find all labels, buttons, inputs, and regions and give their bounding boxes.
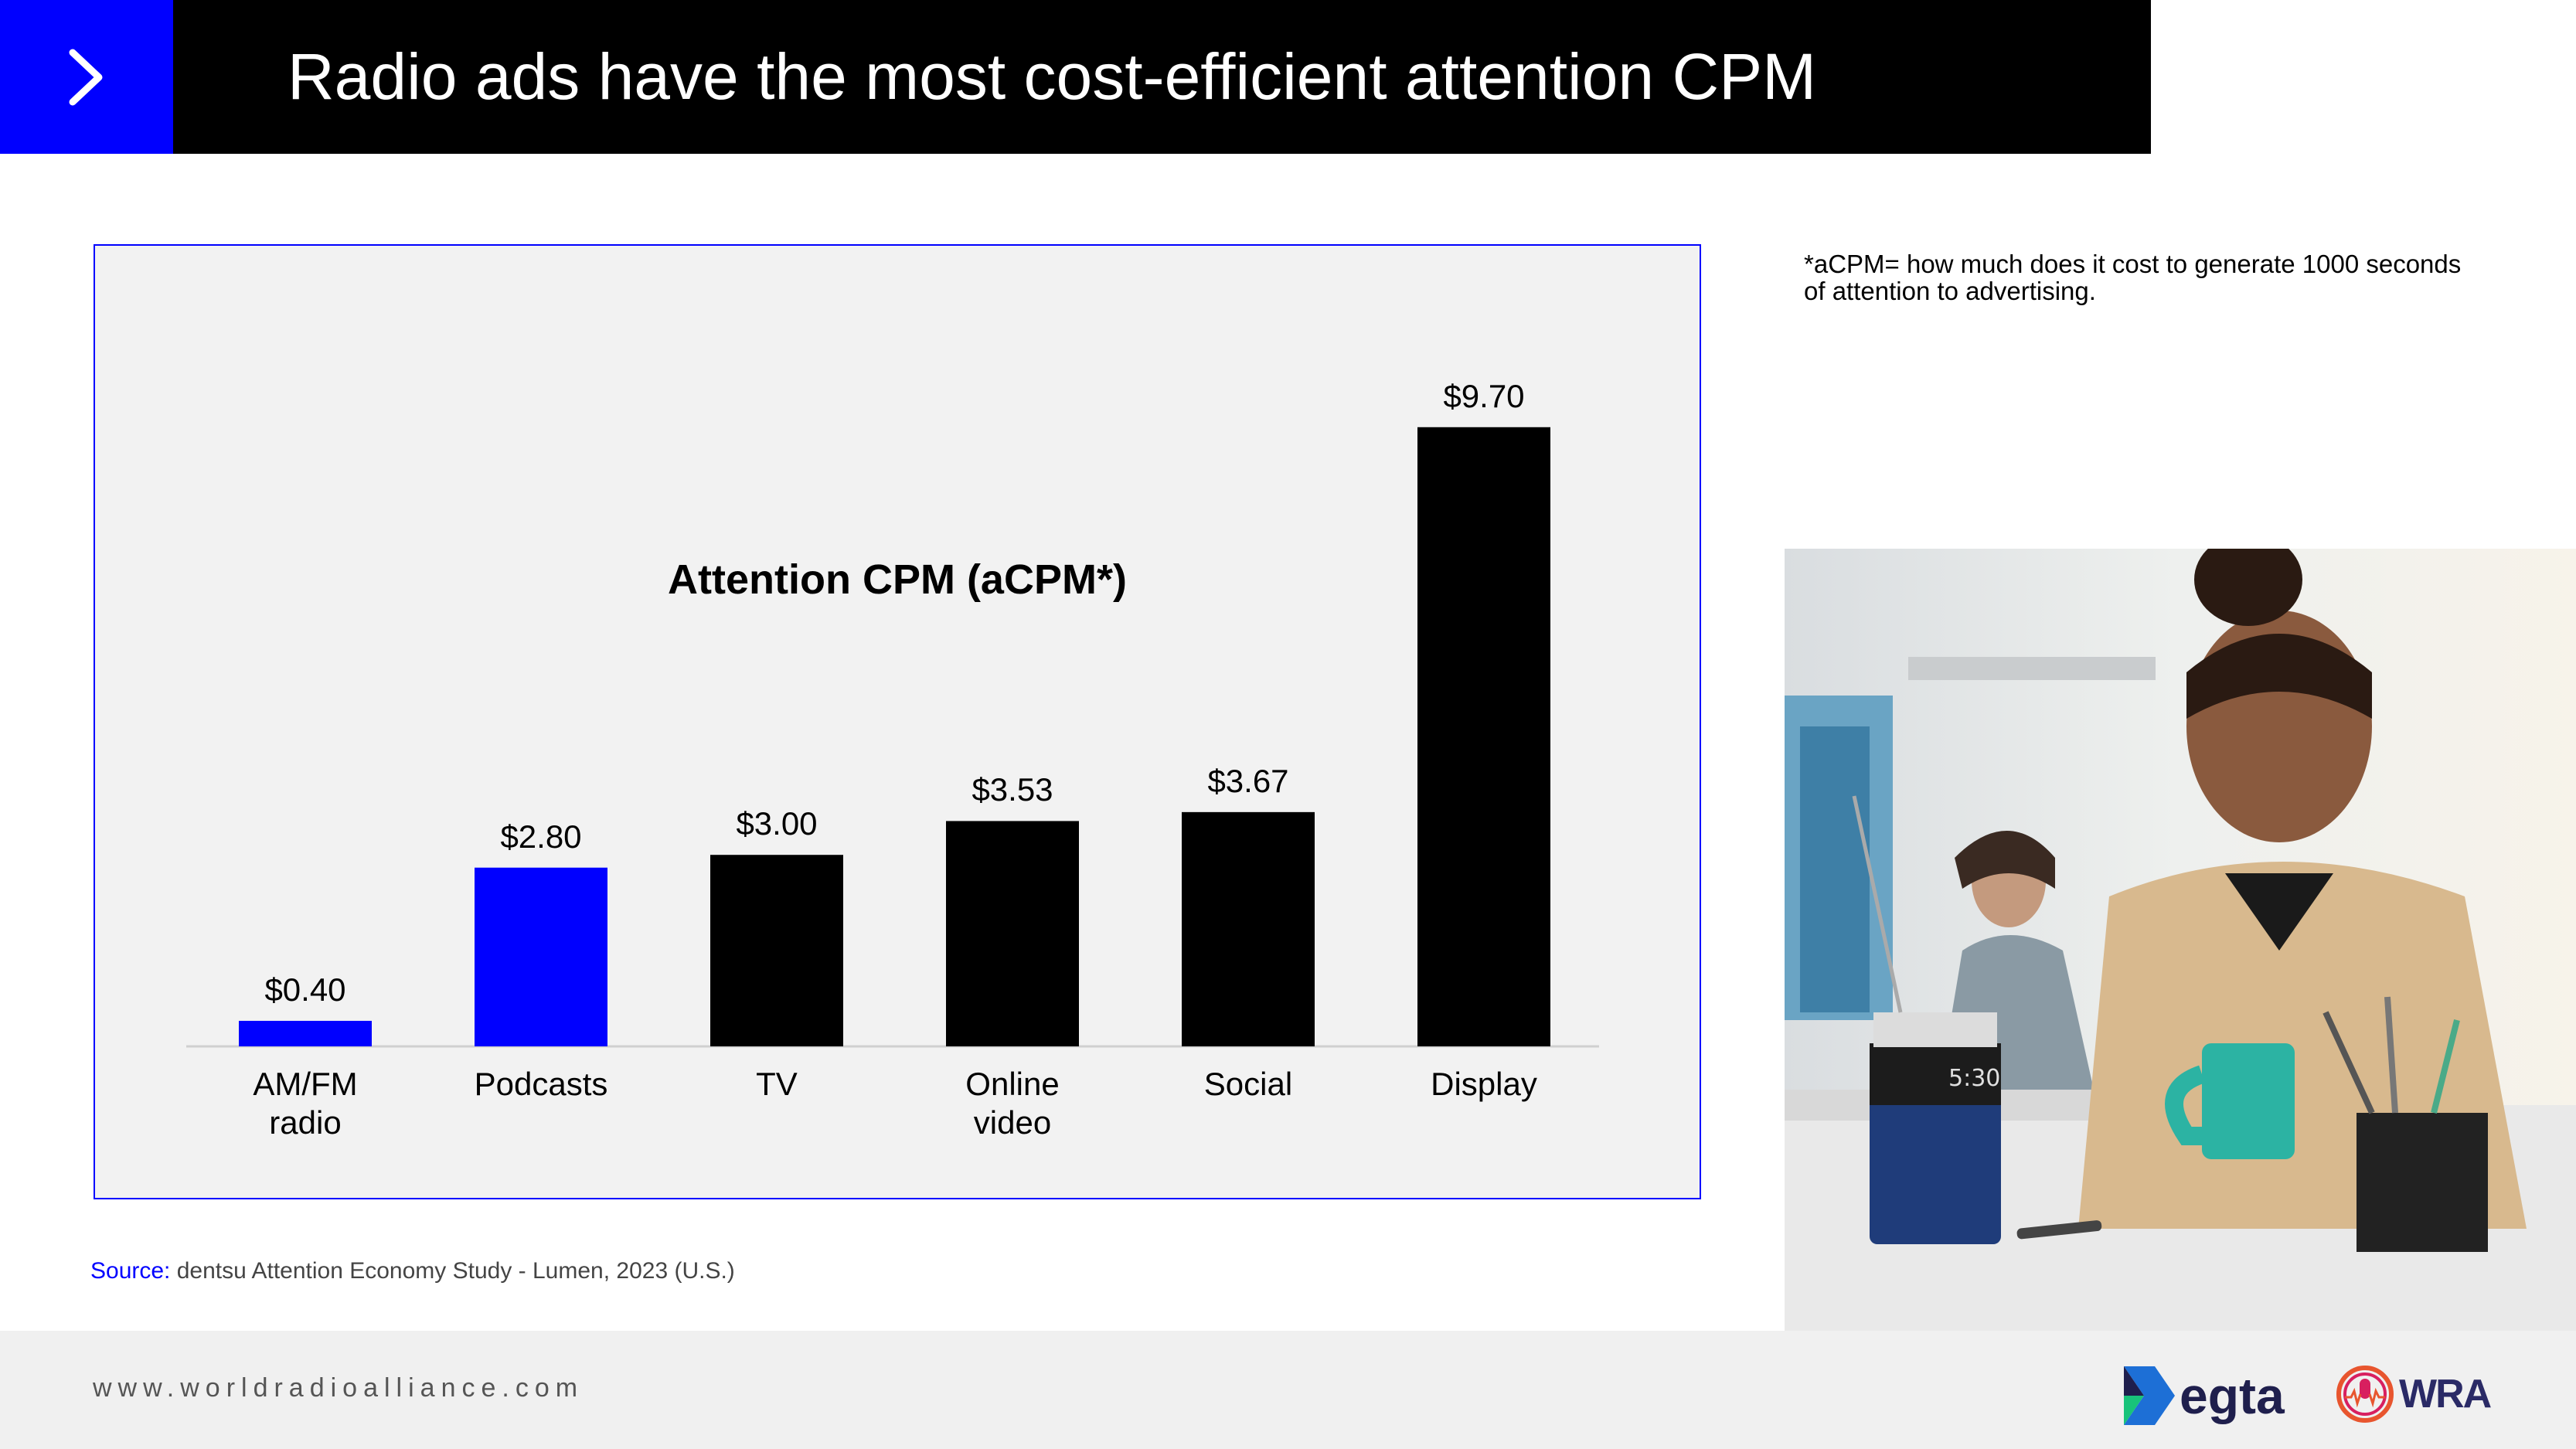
bar-0 xyxy=(239,1020,372,1046)
wra-logo: WRA xyxy=(2334,1362,2492,1427)
category-label: Display xyxy=(1431,1066,1537,1102)
bar-value-label: $0.40 xyxy=(264,971,346,1008)
source-label: Source: xyxy=(90,1258,171,1284)
footer: www.worldradioalliance.com egta WRA xyxy=(0,1331,2576,1449)
chart-title: Attention CPM (aCPM*) xyxy=(668,556,1127,603)
chart-svg xyxy=(186,427,1599,1048)
chevron-right-icon xyxy=(69,49,103,105)
radio-display-text: 5:30 xyxy=(1948,1065,2000,1092)
wra-wordmark: WRA xyxy=(2399,1372,2492,1417)
bar-value-label: $9.70 xyxy=(1443,377,1525,414)
bar-1 xyxy=(475,867,607,1046)
egta-mark-icon xyxy=(2124,1366,2175,1425)
egta-logo: egta xyxy=(2124,1365,2285,1427)
bar-value-label: $3.67 xyxy=(1207,762,1289,799)
category-label: Podcasts xyxy=(474,1066,608,1102)
bar-4 xyxy=(1182,811,1315,1046)
photo-woman-with-radio: 5:30 xyxy=(1785,549,2576,1331)
category-label: Online video xyxy=(965,1066,1060,1141)
bar-5 xyxy=(1417,427,1550,1046)
category-label: TV xyxy=(756,1066,798,1102)
bar-value-label: $3.53 xyxy=(972,771,1053,808)
source-note: Source: dentsu Attention Economy Study -… xyxy=(90,1258,735,1284)
footnote: *aCPM= how much does it cost to generate… xyxy=(1804,250,2462,305)
bar-value-label: $2.80 xyxy=(500,818,582,855)
page-title: Radio ads have the most cost-efficient a… xyxy=(288,40,1817,113)
wra-mic-icon xyxy=(2336,1366,2394,1423)
footer-url[interactable]: www.worldradioalliance.com xyxy=(93,1373,584,1403)
bar-2 xyxy=(710,855,843,1046)
bar-value-label: $3.00 xyxy=(736,805,818,842)
chevron-box xyxy=(0,0,173,154)
category-label: AM/FM radio xyxy=(253,1066,358,1141)
title-bar: Radio ads have the most cost-efficient a… xyxy=(0,0,2151,154)
category-label: Social xyxy=(1203,1066,1293,1102)
chart-panel: Attention CPM (aCPM*) $0.40 AM/FM radio $2… xyxy=(94,244,1701,1199)
source-text: dentsu Attention Economy Study - Lumen, … xyxy=(170,1258,735,1284)
egta-wordmark: egta xyxy=(2180,1367,2285,1424)
bar-3 xyxy=(946,821,1079,1046)
